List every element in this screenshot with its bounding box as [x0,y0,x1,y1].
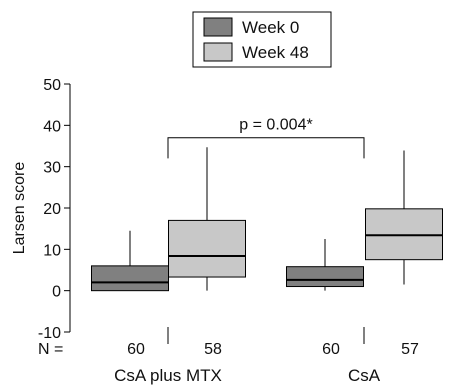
y-tick-label: 0 [52,284,61,301]
n-row-label: N = [38,341,63,358]
p-value-annotation: p = 0.004* [239,117,312,134]
y-tick-label: 20 [43,201,61,218]
group-label: CsA [348,366,381,385]
x-axis-ticks [167,327,365,344]
n-value: 60 [322,341,340,358]
box-0-1 [168,147,246,291]
legend-frame [192,11,332,68]
box-1-0 [286,239,364,291]
y-tick-label: -10 [38,325,61,342]
n-value: 57 [401,341,419,358]
legend-swatch-week-0 [203,17,233,37]
n-values: 60 58 60 57 [127,341,419,358]
box-0-0 [91,230,169,292]
y-tick-label: 30 [43,160,61,177]
boxes [91,147,443,292]
bracket-line [167,137,365,159]
box-1-1 [365,150,443,285]
y-tick-label: 50 [43,77,61,94]
y-tick-label: 10 [43,242,61,259]
box-iqr [168,219,246,278]
box-iqr [91,265,169,292]
y-tick-label: 40 [43,118,61,135]
n-value: 58 [204,341,222,358]
n-value: 60 [127,341,145,358]
legend-swatch-week-48 [203,42,233,62]
y-axis-ticks: -10 0 10 20 30 40 50 [38,77,70,342]
legend: Week 0 Week 48 [192,11,332,68]
y-axis-label: Larsen score [11,162,28,255]
legend-label-week-0: Week 0 [242,18,299,37]
box-iqr [365,208,443,261]
group-label: CsA plus MTX [114,366,222,385]
significance-bracket: p = 0.004* [167,117,365,159]
box-iqr [286,266,364,288]
legend-label-week-48: Week 48 [242,43,309,62]
group-labels: CsA plus MTX CsA [114,366,381,385]
